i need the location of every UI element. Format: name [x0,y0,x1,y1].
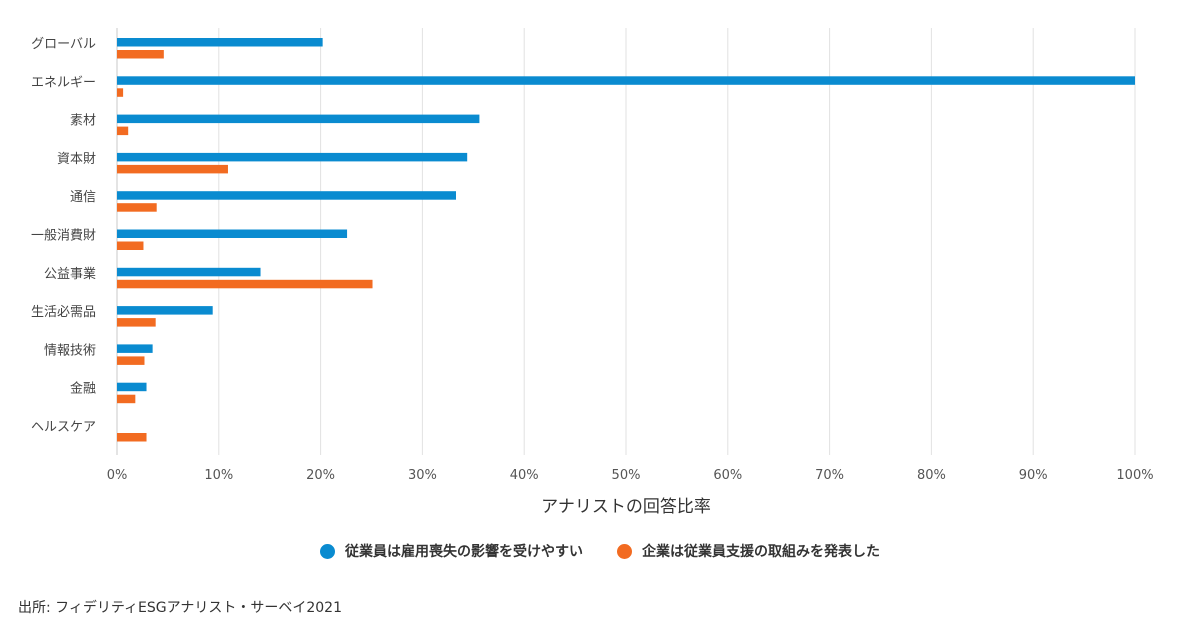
x-tick-label: 70% [815,468,844,483]
x-axis-title: アナリストの回答比率 [541,497,711,517]
source-note: 出所: フィデリティESGアナリスト・サーベイ2021 [18,600,342,616]
bar-series-2[interactable] [117,356,145,365]
bar-series-1[interactable] [117,382,147,392]
category-label: 一般消費財 [31,228,96,244]
category-label: 金融 [70,381,96,397]
bar-series-1[interactable] [117,229,348,239]
x-tick-labels: 0% 10% 20% 30% 40% 50% 60% 70% 80% 90% 100% [107,468,1154,483]
legend-marker-series-2 [617,543,632,559]
x-tick-label: 60% [713,468,742,483]
category-label: 公益事業 [44,266,96,282]
x-tick-label: 0% [107,468,128,483]
bar-series-1[interactable] [117,306,213,315]
bar-series-2[interactable] [117,88,124,97]
bar-series-1[interactable] [117,114,480,124]
grid-lines [116,28,1136,455]
category-label: エネルギー [31,75,96,90]
bar-series-1[interactable] [117,267,261,277]
legend-marker-series-1 [320,543,335,559]
x-tick-label: 100% [1116,468,1153,483]
category-label: 資本財 [57,152,96,167]
bar-series-2[interactable] [117,126,129,136]
bar-series-2[interactable] [117,279,373,289]
bar-series-2[interactable] [117,50,164,59]
bar-series-1[interactable] [117,152,468,162]
category-label: グローバル [31,37,96,52]
category-label: 生活必需品 [31,305,96,320]
bar-series-2[interactable] [117,318,156,327]
category-labels: グローバルエネルギー素材資本財通信一般消費財公益事業生活必需品情報技術金融ヘルス… [31,37,96,435]
x-tick-label: 50% [612,468,641,483]
x-tick-label: 30% [408,468,437,483]
bar-chart: グローバルエネルギー素材資本財通信一般消費財公益事業生活必需品情報技術金融ヘルス… [31,28,1154,517]
legend-item-series-2[interactable]: 企業は従業員支援の取組みを発表した [617,541,880,561]
legend-label-series-2: 企業は従業員支援の取組みを発表した [642,544,880,560]
bars [117,38,1135,442]
bar-series-2[interactable] [117,241,144,251]
legend-label-series-1: 従業員は雇用喪失の影響を受けやすい [345,544,583,560]
x-tick-label: 20% [306,468,335,483]
bar-series-2[interactable] [117,164,228,174]
bar-series-1[interactable] [117,76,1135,85]
bar-series-1[interactable] [117,38,323,47]
x-tick-label: 40% [510,468,539,483]
bar-series-2[interactable] [117,394,136,404]
legend: 従業員は雇用喪失の影響を受けやすい 企業は従業員支援の取組みを発表した [0,541,1200,561]
legend-item-series-1[interactable]: 従業員は雇用喪失の影響を受けやすい [320,541,583,561]
x-tick-label: 10% [204,468,233,483]
bar-series-1[interactable] [117,344,153,353]
bar-series-2[interactable] [117,433,147,442]
category-label: 情報技術 [44,343,96,358]
category-label: 通信 [70,190,96,205]
bar-series-1[interactable] [117,191,456,200]
category-label: ヘルスケア [31,420,96,435]
x-tick-label: 90% [1019,468,1048,483]
category-label: 素材 [70,114,96,129]
x-tick-label: 80% [917,468,946,483]
bar-series-2[interactable] [117,203,157,212]
